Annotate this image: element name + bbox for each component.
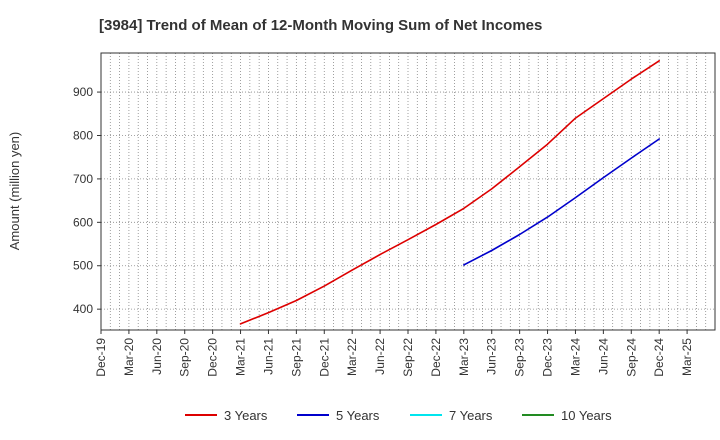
x-tick-label: Sep-22	[401, 338, 415, 377]
series-line-2	[463, 138, 660, 266]
y-tick-label: 400	[73, 302, 93, 316]
y-tick-label: 500	[73, 259, 93, 273]
y-axis-label: Amount (million yen)	[7, 132, 22, 251]
y-tick-label: 600	[73, 215, 93, 229]
x-tick-label: Dec-20	[206, 338, 220, 377]
legend: 3 Years 5 Years 7 Years 10 Years	[185, 408, 612, 423]
x-tick-label: Dec-22	[429, 338, 443, 377]
x-tick-label: Mar-20	[122, 338, 136, 376]
legend-label: 5 Years	[336, 408, 380, 423]
x-tick-label: Dec-23	[541, 338, 555, 377]
x-tick-label: Sep-24	[624, 338, 638, 377]
series-layer	[239, 60, 660, 325]
y-tick-label: 700	[73, 172, 93, 186]
x-tick-label: Jun-23	[485, 338, 499, 375]
legend-label: 10 Years	[561, 408, 612, 423]
x-tick-label: Sep-20	[178, 338, 192, 377]
chart-title: [3984] Trend of Mean of 12-Month Moving …	[99, 17, 542, 34]
x-tick-label: Jun-20	[150, 338, 164, 375]
x-tick-label: Mar-21	[234, 338, 248, 376]
x-tick-label: Sep-21	[289, 338, 303, 377]
x-tick-label: Mar-24	[568, 338, 582, 376]
x-tick-label: Jun-21	[261, 338, 275, 375]
x-tick-label: Jun-22	[373, 338, 387, 375]
x-tick-label: Mar-25	[680, 338, 694, 376]
legend-label: 7 Years	[449, 408, 493, 423]
x-tick-label: Jun-24	[596, 338, 610, 375]
y-tick-label: 800	[73, 128, 93, 142]
x-tick-label: Dec-24	[652, 338, 666, 377]
gridlines	[101, 53, 715, 330]
x-tick-label: Sep-23	[513, 338, 527, 377]
x-tick-label: Mar-23	[457, 338, 471, 376]
x-tick-label: Dec-19	[94, 338, 108, 377]
y-axis: 400 500 600 700 800 900	[73, 85, 101, 316]
y-tick-label: 900	[73, 85, 93, 99]
legend-label: 3 Years	[224, 408, 268, 423]
x-tick-label: Dec-21	[317, 338, 331, 377]
x-tick-label: Mar-22	[345, 338, 359, 376]
series-line-1	[239, 60, 660, 325]
x-axis: Dec-19 Mar-20 Jun-20 Sep-20 Dec-20 Mar-21 Jun-…	[94, 330, 694, 377]
